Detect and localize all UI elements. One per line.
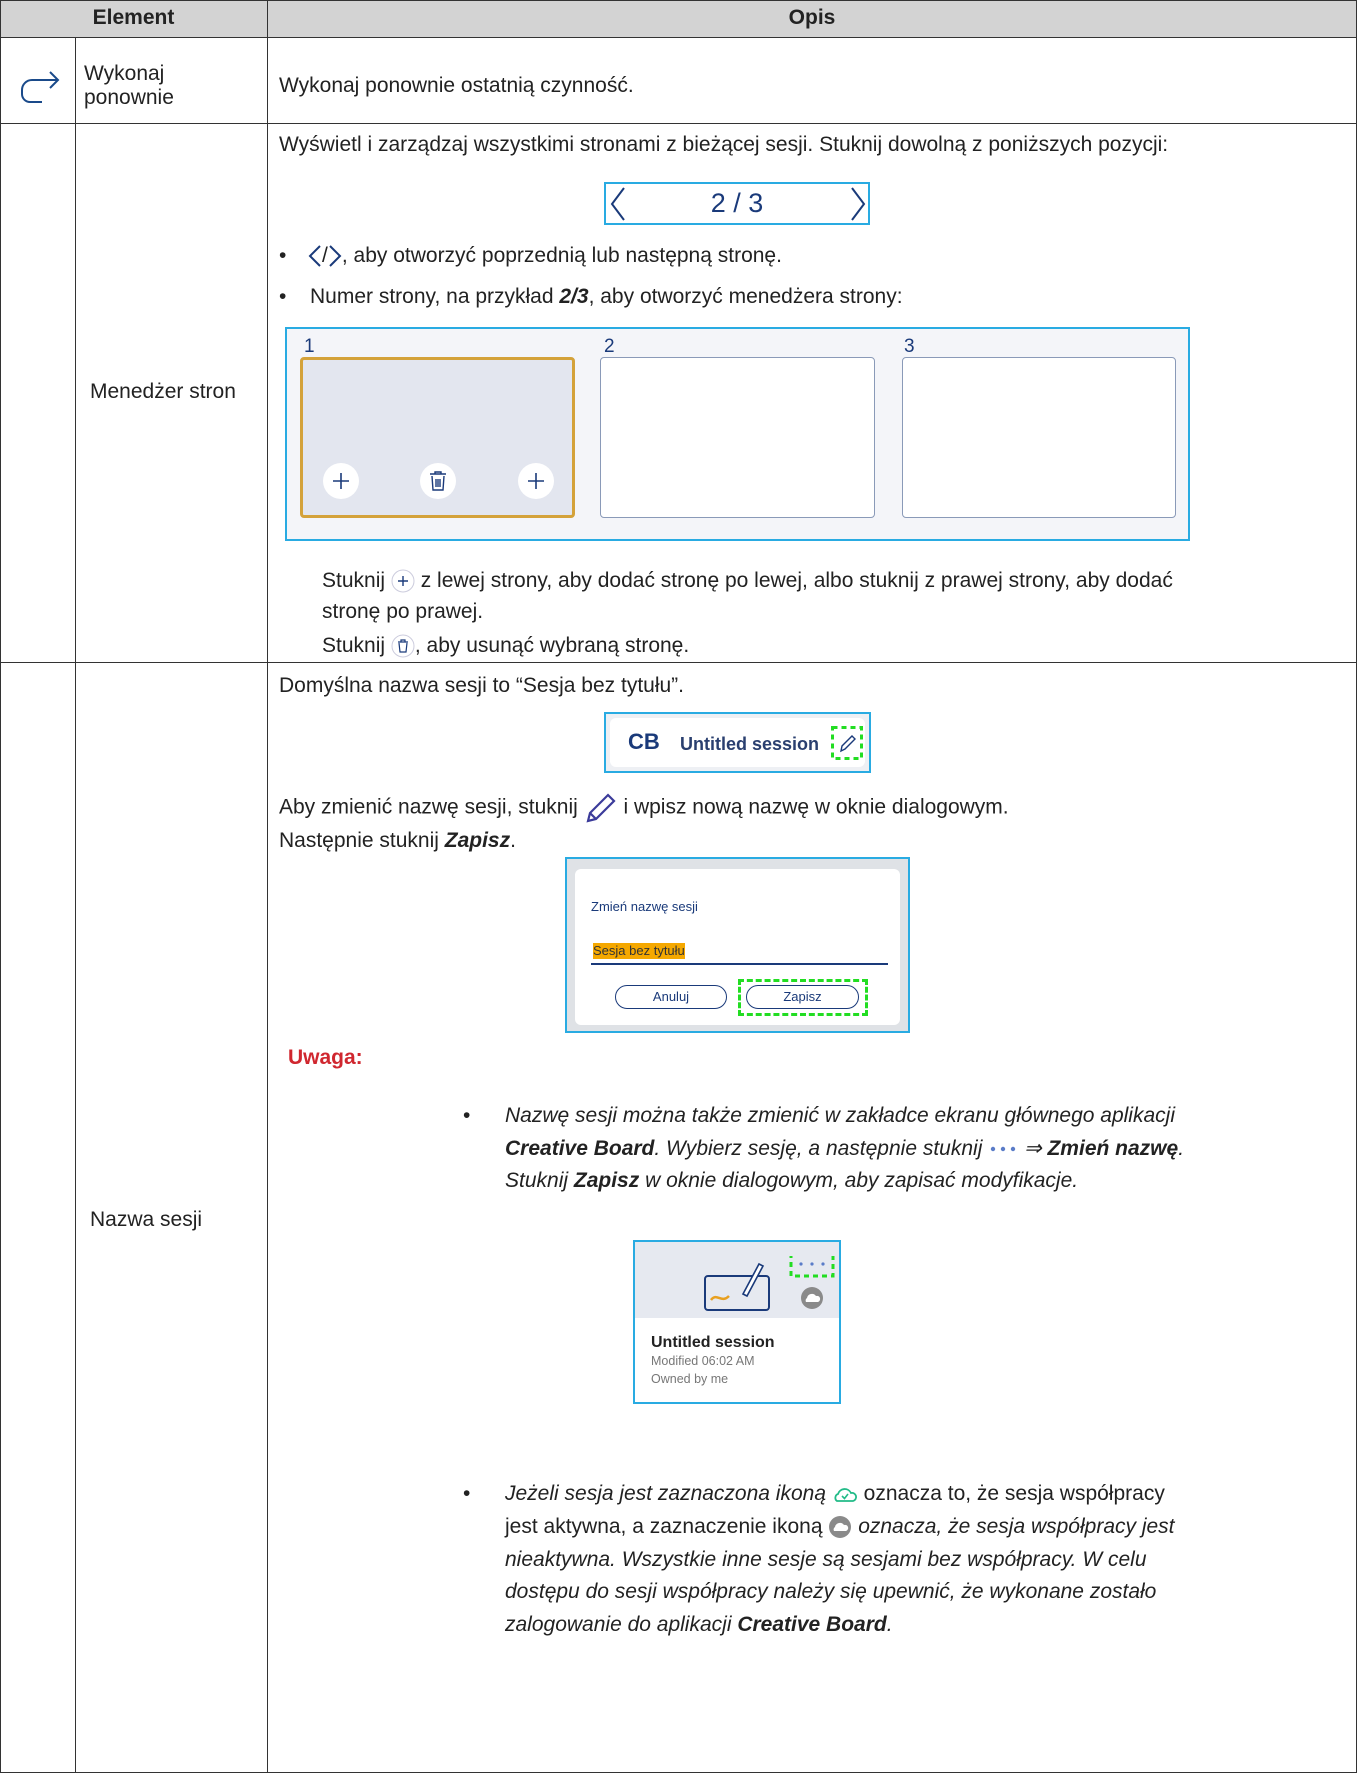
text: , aby usunąć wybraną stronę. xyxy=(414,634,690,657)
text: Zapisz xyxy=(444,829,511,852)
paragraph: Stuknij z lewej strony, aby dodać stronę… xyxy=(322,565,1202,627)
text: w oknie dialogowym, aby zapisać modyfika… xyxy=(639,1169,1079,1192)
border xyxy=(75,37,76,1773)
header-description: Opis xyxy=(788,6,836,29)
text: Następnie stuknij xyxy=(279,829,445,852)
cloud-inactive-icon xyxy=(829,1516,852,1539)
text: Creative Board xyxy=(505,1136,655,1160)
cancel-button: Anuluj xyxy=(615,985,727,1009)
save-button: Zapisz xyxy=(746,985,859,1009)
text: Zmień nazwę xyxy=(1047,1136,1179,1160)
text: Zapisz xyxy=(573,1169,640,1192)
text: i wpisz nową nazwę w oknie dialogowym. xyxy=(617,795,1009,819)
text: Creative Board xyxy=(737,1613,887,1637)
text: Nazwę sesji można także zmienić w zakład… xyxy=(505,1104,1175,1127)
session-title: Untitled session xyxy=(680,734,820,754)
text: Jeżeli sesja jest zaznaczona ikoną xyxy=(505,1482,832,1505)
card-owner: Owned by me xyxy=(651,1372,729,1386)
next-icon xyxy=(329,245,342,268)
row-description: Wykonaj ponownie ostatnią czynność. xyxy=(279,74,634,97)
page-number: 2 xyxy=(604,336,615,357)
more-icon xyxy=(991,1146,1016,1152)
text: , aby otworzyć menedżera strony: xyxy=(588,285,903,308)
text: Stuknij xyxy=(322,569,391,592)
border xyxy=(0,37,1357,38)
paragraph: Aby zmienić nazwę sesji, stuknij i wpisz… xyxy=(279,791,1009,856)
card-modified: Modified 06:02 AM xyxy=(651,1354,755,1368)
text: Numer strony, na przykład xyxy=(310,285,560,308)
header-element: Element xyxy=(92,6,175,29)
logo: CB xyxy=(628,729,660,754)
text: oznacza, że sesja współpracy jest nieakt… xyxy=(505,1514,1175,1637)
text: / xyxy=(322,244,328,267)
text: ⇒ xyxy=(1018,1136,1048,1160)
paragraph: Wyświetl i zarządzaj wszystkimi stronami… xyxy=(279,133,1169,156)
border xyxy=(267,0,268,1773)
border xyxy=(0,123,1357,124)
delete-icon xyxy=(391,634,415,658)
bullet: • xyxy=(463,1104,471,1127)
dialog-screenshot: Zmień nazwę sesji Sesja bez tytułu Anulu… xyxy=(565,857,910,1033)
navigator-chevrons xyxy=(610,187,866,221)
prev-icon xyxy=(308,245,321,268)
add-icon xyxy=(391,569,415,593)
page-actions xyxy=(323,463,554,499)
navigator-label: 2 / 3 xyxy=(710,188,764,218)
navigator-screenshot: 2 / 3 xyxy=(604,182,870,225)
text: . xyxy=(510,829,516,852)
note-label: Uwaga: xyxy=(288,1046,363,1069)
text: Stuknij xyxy=(322,634,391,657)
page-thumbnail xyxy=(600,357,875,518)
bullet: • xyxy=(463,1482,471,1505)
border xyxy=(0,0,1,1773)
text: 2/3 xyxy=(559,285,589,308)
row-element: Wykonaj ponownie xyxy=(84,62,174,109)
paragraph: Domyślna nazwa sesji to “Sesja bez tytuł… xyxy=(279,674,684,697)
paragraph: Stuknij , aby usunąć wybraną stronę. xyxy=(322,630,689,661)
session-bar-screenshot: CB Untitled session xyxy=(604,712,871,773)
border xyxy=(0,662,1357,663)
card-art xyxy=(704,1256,835,1311)
border xyxy=(0,0,1357,1)
session-card-screenshot: Untitled session Modified 06:02 AM Owned… xyxy=(633,1240,841,1404)
input-underline xyxy=(591,963,888,965)
highlight xyxy=(738,979,868,1016)
cloud-active-icon xyxy=(834,1488,857,1503)
redo-icon xyxy=(21,71,60,103)
list-item: Numer strony, na przykład 2/3, aby otwor… xyxy=(310,284,903,310)
page-thumbnail xyxy=(902,357,1176,518)
page-number: 3 xyxy=(904,336,915,357)
row-element: Nazwa sesji xyxy=(90,1208,203,1231)
page-manager-screenshot: 1 2 3 xyxy=(285,327,1190,541)
text: , aby otworzyć poprzednią lub następną s… xyxy=(341,244,782,267)
text: z lewej strony, aby dodać stronę po lewe… xyxy=(322,569,1173,623)
bullet: • xyxy=(279,244,287,267)
card-title: Untitled session xyxy=(651,1334,775,1351)
header-bg xyxy=(0,0,1357,37)
edit-icon xyxy=(831,726,863,760)
row-element: Menedżer stron xyxy=(90,380,236,403)
text: . xyxy=(886,1613,893,1637)
session-bar xyxy=(610,718,865,767)
bullet: • xyxy=(279,285,287,308)
dialog-input: Sesja bez tytułu xyxy=(593,943,685,959)
page-thumbnail-selected xyxy=(300,357,575,518)
list-item: / , aby otworzyć poprzednią lub następną … xyxy=(308,243,782,269)
text: . Stuknij xyxy=(505,1136,1185,1193)
text: oznacza to, że sesja współpracy jest akt… xyxy=(505,1482,1165,1538)
text: Aby zmienić nazwę sesji, stuknij xyxy=(279,795,584,819)
text: . Wybierz sesję, a następnie stuknij xyxy=(654,1136,989,1160)
dialog-title: Zmień nazwę sesji xyxy=(591,899,698,914)
pencil-icon xyxy=(586,793,616,823)
note: Jeżeli sesja jest zaznaczona ikoną oznac… xyxy=(505,1478,1200,1642)
page-number: 1 xyxy=(304,336,315,357)
note: Nazwę sesji można także zmienić w zakład… xyxy=(505,1100,1200,1198)
